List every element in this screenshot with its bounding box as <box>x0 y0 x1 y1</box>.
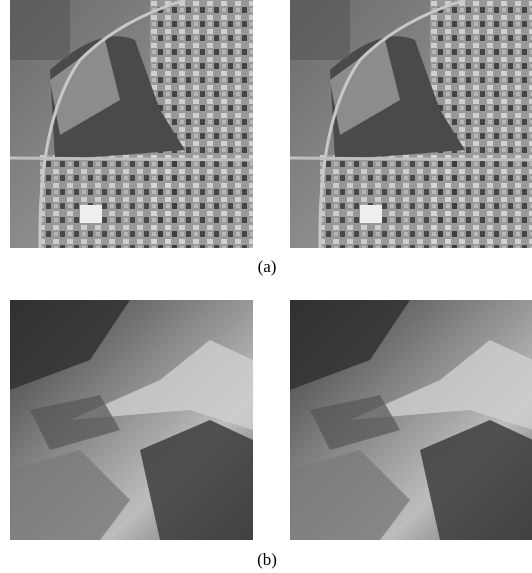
mountain-image <box>290 300 532 540</box>
figure: (a) (b) <box>0 0 532 573</box>
page: {"figure": {"panels": [{"label": "(a)"},… <box>0 0 532 573</box>
satellite-image <box>290 0 532 248</box>
panel-label: (b) <box>257 550 277 569</box>
mountain-image <box>10 300 253 540</box>
panel-label: (a) <box>258 257 277 276</box>
satellite-image <box>10 0 253 248</box>
